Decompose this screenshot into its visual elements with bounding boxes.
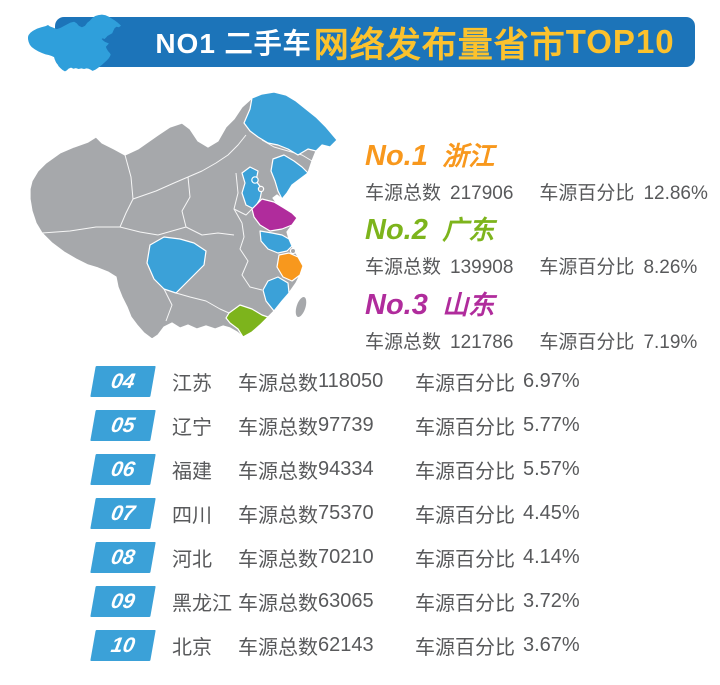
- total-label: 车源总数: [365, 332, 442, 353]
- percent-value: 5.57%: [523, 458, 580, 480]
- total-label: 车源总数: [365, 183, 442, 204]
- total-label: 车源总数: [238, 461, 318, 483]
- title-prefix: NO1 二手车: [155, 28, 312, 59]
- province-name: 河北: [172, 549, 212, 571]
- total-label: 车源总数: [238, 417, 318, 439]
- top3-province: 广东: [442, 215, 495, 245]
- province-name: 福建: [172, 461, 212, 483]
- top3-province: 山东: [442, 290, 495, 320]
- rank-list: 04 江苏 车源总数 118050 车源百分比 6.97% 05 辽宁 车源总数…: [90, 366, 580, 661]
- percent-label: 车源百分比: [415, 637, 515, 659]
- rank-row: 10 北京 车源总数 62143 车源百分比 3.67%: [90, 630, 580, 661]
- percent-label: 车源百分比: [415, 549, 515, 571]
- total-value: 118050: [318, 370, 384, 392]
- percent-value: 6.97%: [523, 370, 580, 392]
- total-value: 75370: [318, 502, 374, 524]
- province-name: 黑龙江: [172, 593, 232, 615]
- total-label: 车源总数: [365, 257, 442, 278]
- percent-value: 8.26%: [643, 257, 698, 278]
- top3-province: 浙江: [442, 141, 495, 171]
- percent-label: 车源百分比: [539, 183, 635, 204]
- map-province-guangdong: [225, 304, 269, 338]
- province-name: 四川: [172, 505, 212, 527]
- map-province-jiangsu: [259, 230, 293, 254]
- top3-stats: 车源总数 217906 车源百分比 12.86%: [365, 178, 708, 205]
- rank-badge: 07: [90, 498, 156, 529]
- total-value: 62143: [318, 634, 374, 656]
- map-island-taiwan: [294, 295, 308, 319]
- percent-label: 车源百分比: [415, 593, 515, 615]
- percent-value: 4.45%: [523, 502, 580, 524]
- top3-stats: 车源总数 121786 车源百分比 7.19%: [365, 327, 697, 354]
- china-map-icon: [28, 14, 122, 72]
- total-value: 63065: [318, 590, 374, 612]
- rank-badge: 04: [90, 366, 156, 397]
- rank-badge: 06: [90, 454, 156, 485]
- province-name: 辽宁: [172, 417, 212, 439]
- total-value: 217906: [450, 183, 514, 204]
- total-value: 94334: [318, 458, 374, 480]
- map-province-borders: [41, 134, 313, 322]
- map-province-liaoning: [270, 154, 309, 200]
- percent-label: 车源百分比: [539, 257, 635, 278]
- top3-item-2: No.2 广东 车源总数 139908 车源百分比 8.26%: [365, 210, 697, 279]
- rank-row: 09 黑龙江 车源总数 63065 车源百分比 3.72%: [90, 586, 580, 617]
- page-title: NO1 二手车 网络发布量省市 TOP10: [143, 17, 687, 67]
- map-province-beijing: [251, 176, 259, 184]
- total-label: 车源总数: [238, 593, 318, 615]
- percent-label: 车源百分比: [415, 505, 515, 527]
- rank-badge: 05: [90, 410, 156, 441]
- percent-label: 车源百分比: [539, 332, 635, 353]
- map-city-shanghai: [289, 247, 297, 255]
- rank-badge: 09: [90, 586, 156, 617]
- top3-item-1: No.1 浙江 车源总数 217906 车源百分比 12.86%: [365, 136, 708, 205]
- percent-value: 3.72%: [523, 590, 580, 612]
- map-province-heilongjiang: [243, 91, 338, 156]
- total-value: 70210: [318, 546, 374, 568]
- china-map: [29, 85, 360, 355]
- total-label: 车源总数: [238, 505, 318, 527]
- percent-value: 4.14%: [523, 546, 580, 568]
- map-province-hebei: [241, 166, 263, 210]
- title-suffix: TOP10: [565, 23, 675, 60]
- province-name: 江苏: [172, 373, 212, 395]
- percent-value: 7.19%: [643, 332, 698, 353]
- total-value: 139908: [450, 257, 514, 278]
- top3-item-3: No.3 山东 车源总数 121786 车源百分比 7.19%: [365, 285, 697, 354]
- province-name: 北京: [172, 637, 212, 659]
- title-main: 网络发布量省市: [313, 25, 566, 65]
- map-province-fujian: [262, 276, 290, 312]
- rank-row: 05 辽宁 车源总数 97739 车源百分比 5.77%: [90, 410, 580, 441]
- rank-row: 08 河北 车源总数 70210 车源百分比 4.14%: [90, 542, 580, 573]
- map-province-zhejiang: [276, 252, 304, 282]
- percent-label: 车源百分比: [415, 417, 515, 439]
- rank-badge: 08: [90, 542, 156, 573]
- top3-rank-label: No.1: [365, 140, 428, 172]
- percent-value: 5.77%: [523, 414, 580, 436]
- map-province-shandong: [251, 198, 298, 232]
- percent-label: 车源百分比: [415, 373, 515, 395]
- total-value: 97739: [318, 414, 374, 436]
- percent-value: 3.67%: [523, 634, 580, 656]
- percent-value: 12.86%: [643, 183, 708, 204]
- rank-badge: 10: [90, 630, 156, 661]
- rank-row: 06 福建 车源总数 94334 车源百分比 5.57%: [90, 454, 580, 485]
- top3-stats: 车源总数 139908 车源百分比 8.26%: [365, 252, 697, 279]
- map-province-sichuan: [146, 236, 207, 294]
- percent-label: 车源百分比: [415, 461, 515, 483]
- rank-row: 07 四川 车源总数 75370 车源百分比 4.45%: [90, 498, 580, 529]
- map-city-tianjin: [257, 185, 265, 193]
- rank-row: 04 江苏 车源总数 118050 车源百分比 6.97%: [90, 366, 580, 397]
- total-value: 121786: [450, 332, 514, 353]
- total-label: 车源总数: [238, 637, 318, 659]
- top3-rank-label: No.3: [365, 289, 428, 321]
- top3-rank-label: No.2: [365, 214, 428, 246]
- total-label: 车源总数: [238, 549, 318, 571]
- total-label: 车源总数: [238, 373, 318, 395]
- header-banner: NO1 二手车 网络发布量省市 TOP10: [28, 14, 695, 72]
